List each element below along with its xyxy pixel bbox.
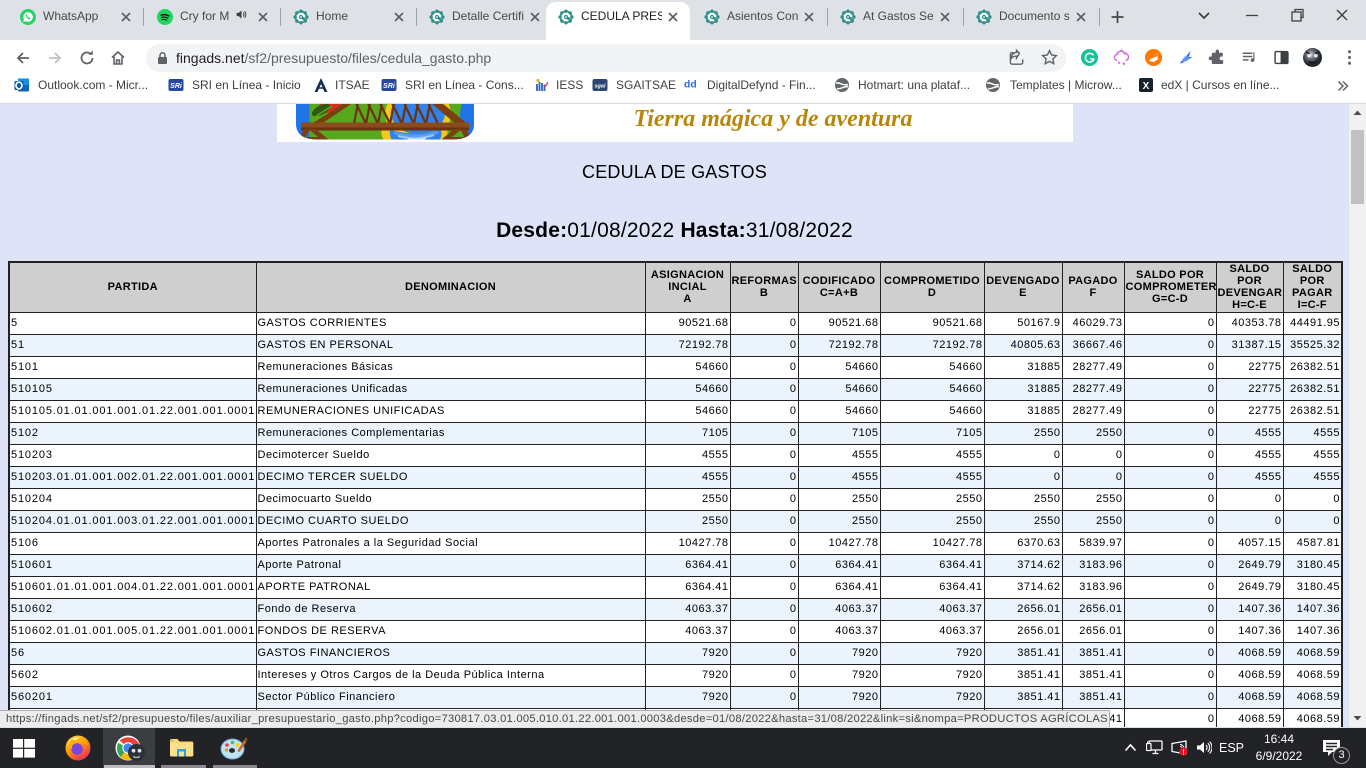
svg-text:!: ! xyxy=(1182,748,1185,757)
svg-text:sgai: sgai xyxy=(594,84,605,90)
svg-text:SRi: SRi xyxy=(383,83,396,90)
svg-text:dd: dd xyxy=(684,79,697,89)
svg-text:X: X xyxy=(1143,81,1150,92)
svg-text:SRi: SRi xyxy=(170,83,183,90)
